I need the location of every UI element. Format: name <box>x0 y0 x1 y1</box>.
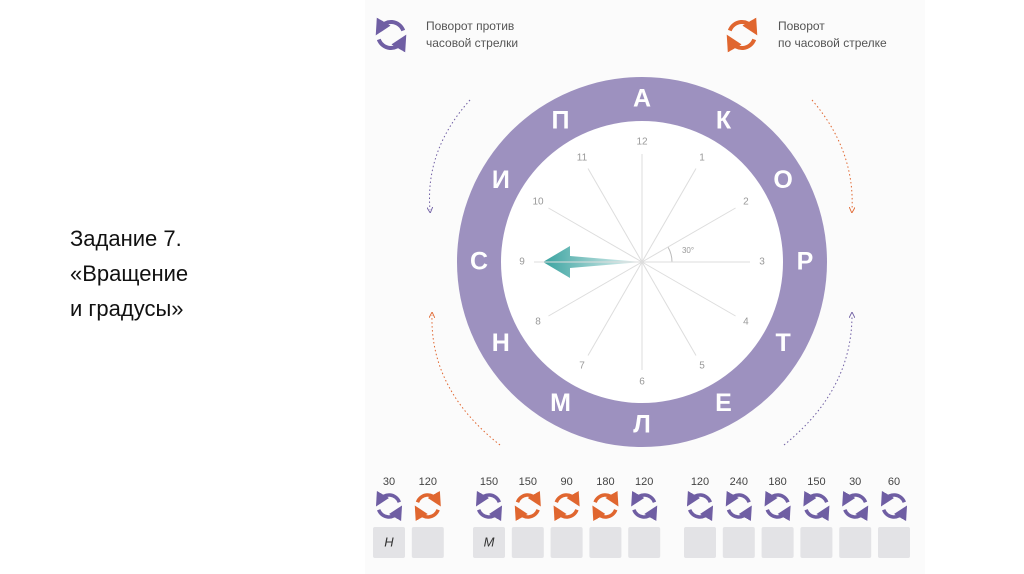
rotation-icon <box>882 505 908 522</box>
clock-line <box>641 261 697 356</box>
clock-number: 11 <box>577 153 588 164</box>
rotation-icon <box>632 505 658 522</box>
legend-text: по часовой стрелке <box>778 36 887 50</box>
legend-text: часовой стрелки <box>426 36 518 50</box>
ring-letter: А <box>633 85 651 113</box>
answer-box <box>761 527 794 558</box>
answer-box <box>878 527 910 558</box>
answer-box <box>800 527 833 558</box>
degrees: 180 <box>768 476 786 488</box>
clock-number: 8 <box>535 317 541 328</box>
rotation-icon <box>688 505 714 522</box>
rotation-icon <box>726 505 752 522</box>
clock-number: 4 <box>743 317 749 328</box>
answer-box <box>628 527 661 558</box>
rotation-icon <box>377 505 403 522</box>
rotation-icon <box>803 490 829 507</box>
slide-text: «Вращение <box>70 261 188 286</box>
rotation-icon <box>764 490 790 507</box>
clock-number: 1 <box>699 153 705 164</box>
answer-box <box>684 527 716 558</box>
rotation-icon <box>415 490 441 507</box>
ring-letter: С <box>470 248 488 276</box>
clock-line <box>641 207 736 263</box>
answer-box <box>722 527 755 558</box>
rotation-icon <box>725 490 751 507</box>
rotation-icon <box>514 505 540 522</box>
degrees: 150 <box>807 476 825 488</box>
clock-line <box>548 261 643 317</box>
degrees: 120 <box>419 476 437 488</box>
slide-text: и градусы» <box>70 296 184 321</box>
ring-letter: Е <box>715 389 732 417</box>
rotation-icon <box>765 505 791 522</box>
clock-number: 9 <box>519 257 525 268</box>
ring-letter: Т <box>776 329 791 357</box>
clock-line <box>548 207 643 263</box>
ring-letter: М <box>550 389 571 417</box>
ring-letter: Р <box>797 248 814 276</box>
rotation-icon <box>592 505 618 522</box>
ring-letter: И <box>492 166 510 194</box>
rotation-icon <box>843 505 869 522</box>
rotation-icon <box>376 34 407 53</box>
rotation-icon <box>842 490 868 507</box>
clock-number: 12 <box>636 137 648 148</box>
degrees: 180 <box>596 476 614 488</box>
rotation-icon <box>554 490 580 507</box>
rotation-icon <box>553 505 579 522</box>
clock-number: 2 <box>743 197 749 208</box>
answer-box <box>550 527 583 558</box>
degrees: 60 <box>888 476 900 488</box>
answer-box <box>411 527 444 558</box>
rotation-icon <box>804 505 830 522</box>
answer-box <box>373 527 405 558</box>
degrees: 150 <box>480 476 498 488</box>
ring-letter: Л <box>633 411 651 439</box>
clock-number: 3 <box>759 257 765 268</box>
ring-letter: О <box>773 166 792 194</box>
clock-line <box>587 168 643 263</box>
ring-letter: Н <box>492 329 510 357</box>
answer-box <box>511 527 544 558</box>
answer-box <box>473 527 505 558</box>
ring-letter: П <box>552 106 570 134</box>
ring-letter: К <box>716 106 732 134</box>
degrees: 150 <box>519 476 537 488</box>
clock-line <box>641 261 736 317</box>
rotation-icon <box>726 34 757 53</box>
legend-text: Поворот против <box>426 19 514 33</box>
rotation-icon <box>880 490 906 507</box>
rotation-icon <box>414 505 440 522</box>
rotation-icon <box>727 17 758 36</box>
degrees: 30 <box>383 476 395 488</box>
degrees: 120 <box>635 476 653 488</box>
legend-text: Поворот <box>778 19 825 33</box>
answer-box <box>839 527 872 558</box>
answer: М <box>484 534 495 549</box>
rotation-icon <box>686 490 712 507</box>
clock-line <box>587 261 643 356</box>
slide-text: Задание 7. <box>70 226 182 251</box>
rotation-icon <box>375 490 401 507</box>
clock-number: 6 <box>639 377 645 388</box>
degrees: 120 <box>691 476 709 488</box>
answer-box <box>589 527 622 558</box>
clock-line <box>641 168 697 263</box>
degrees: 30 <box>849 476 861 488</box>
rotation-icon <box>515 490 541 507</box>
clock-number: 7 <box>579 361 585 372</box>
angle-label: 30° <box>682 246 694 255</box>
degrees: 240 <box>730 476 748 488</box>
rotation-icon <box>593 490 619 507</box>
degrees: 90 <box>560 476 572 488</box>
rotation-icon <box>475 490 501 507</box>
rotation-icon <box>375 17 406 36</box>
clock-number: 10 <box>533 197 545 208</box>
rotation-icon <box>631 490 657 507</box>
clock-number: 5 <box>699 361 705 372</box>
rotation-icon <box>477 505 503 522</box>
answer: Н <box>384 534 394 549</box>
